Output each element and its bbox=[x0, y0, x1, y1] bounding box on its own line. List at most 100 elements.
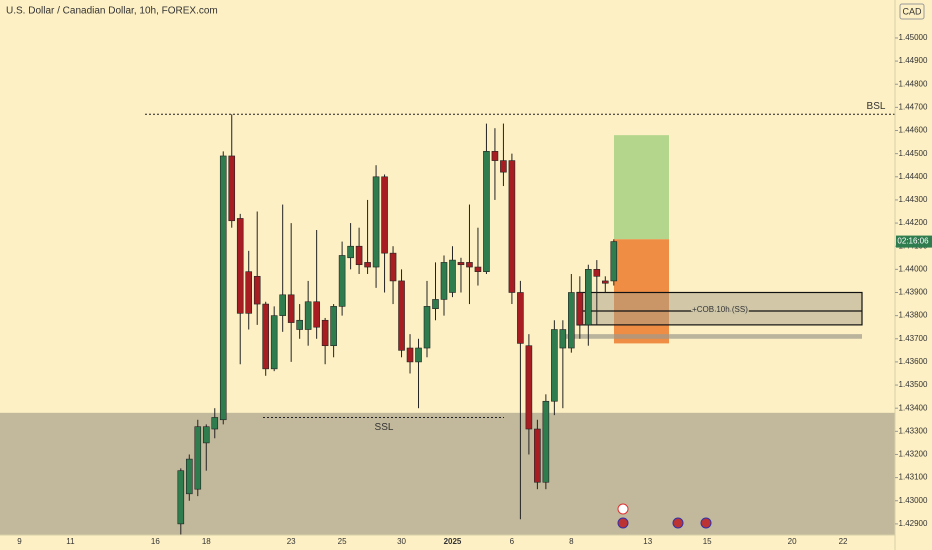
y-tick-label: 1.43100 bbox=[899, 473, 928, 482]
y-tick-label: 1.43800 bbox=[899, 311, 928, 320]
candle-body bbox=[423, 306, 431, 349]
candle-body bbox=[432, 299, 439, 309]
candle-body bbox=[508, 160, 516, 293]
candle-body bbox=[364, 262, 371, 268]
candle-body bbox=[304, 301, 312, 330]
x-tick-label: 16 bbox=[151, 537, 160, 546]
y-tick-label: 1.43200 bbox=[899, 450, 928, 459]
candle-body bbox=[389, 252, 397, 282]
price-tag bbox=[896, 235, 932, 248]
candle-body bbox=[415, 347, 422, 363]
x-tick-label: 20 bbox=[788, 537, 797, 546]
order-block-label: +COB 10h (SS) bbox=[692, 305, 748, 314]
candle-body bbox=[483, 151, 490, 272]
candle-body bbox=[347, 245, 354, 259]
pane: +COB 10h (SS) BSL SSL bbox=[0, 101, 895, 535]
candle-body bbox=[228, 155, 236, 222]
candle-body bbox=[551, 329, 558, 402]
x-tick-label: 6 bbox=[510, 537, 515, 546]
x-tick-label: 8 bbox=[569, 537, 574, 546]
currency-box[interactable] bbox=[899, 3, 925, 20]
candle-body bbox=[262, 303, 270, 370]
candle-body bbox=[542, 400, 550, 483]
y-tick-label: 1.43400 bbox=[899, 403, 928, 412]
candle-body bbox=[202, 426, 210, 444]
candle-body bbox=[245, 271, 253, 314]
y-tick-label: 1.44600 bbox=[899, 126, 928, 135]
candle-body bbox=[525, 345, 533, 430]
candle-body bbox=[500, 160, 507, 173]
event-icons bbox=[617, 503, 712, 529]
candle-body bbox=[585, 269, 592, 326]
y-tick-label: 1.44500 bbox=[899, 149, 928, 158]
y-tick-label: 1.42900 bbox=[899, 519, 928, 528]
x-tick-label: 22 bbox=[839, 537, 848, 546]
candle-body bbox=[211, 417, 219, 430]
y-tick-label: 1.44700 bbox=[899, 102, 928, 111]
y-tick-label: 1.44800 bbox=[899, 79, 928, 88]
candle-body bbox=[236, 218, 244, 314]
candle-body bbox=[330, 306, 337, 347]
candle-body bbox=[287, 294, 295, 323]
chart-title: U.S. Dollar / Canadian Dollar, 10h, FORE… bbox=[6, 6, 218, 17]
candle-body bbox=[185, 458, 193, 495]
order-block bbox=[576, 291, 863, 326]
y-tick-label: 1.43700 bbox=[899, 334, 928, 343]
candle-body bbox=[491, 151, 499, 161]
candle-body bbox=[559, 329, 567, 349]
y-tick-label: 1.44300 bbox=[899, 195, 928, 204]
candle-body bbox=[270, 315, 278, 370]
candle-body bbox=[517, 292, 524, 344]
y-tick-label: 1.43000 bbox=[899, 496, 928, 505]
candle-body bbox=[313, 301, 320, 328]
candle-body bbox=[610, 241, 618, 282]
x-tick-label: 23 bbox=[287, 537, 296, 546]
x-tick-label: 13 bbox=[643, 537, 652, 546]
candle-body bbox=[474, 266, 482, 272]
candle-body bbox=[177, 470, 185, 525]
candle-body bbox=[601, 280, 609, 284]
candle-body bbox=[449, 259, 456, 293]
y-tick-label: 1.43500 bbox=[899, 380, 928, 389]
stop-zone bbox=[614, 239, 669, 344]
y-tick-label: 1.44200 bbox=[899, 218, 928, 227]
countdown: 02:16:06 bbox=[897, 237, 929, 246]
demand-zone bbox=[0, 412, 895, 535]
candle-body bbox=[194, 426, 202, 490]
ssl-label: SSL bbox=[375, 422, 394, 433]
x-tick-label: 25 bbox=[338, 537, 347, 546]
candle-body bbox=[338, 255, 346, 307]
y-tick-label: 1.45000 bbox=[899, 33, 928, 42]
candle-body bbox=[440, 262, 448, 300]
x-tick-label: 18 bbox=[202, 537, 211, 546]
bsl-label: BSL bbox=[867, 101, 886, 112]
candle-body bbox=[381, 176, 388, 254]
y-tick-label: 1.44900 bbox=[899, 56, 928, 65]
candle-body bbox=[321, 319, 329, 347]
order-block-band bbox=[560, 334, 862, 339]
candle-body bbox=[372, 176, 380, 268]
x-tick-label: 9 bbox=[17, 537, 22, 546]
candle-body bbox=[457, 262, 465, 266]
x-tick-label: 30 bbox=[397, 537, 406, 546]
x-tick-label: 15 bbox=[703, 537, 712, 546]
candle-body bbox=[296, 319, 303, 330]
candle-body bbox=[398, 280, 405, 351]
y-tick-label: 1.44400 bbox=[899, 172, 928, 181]
candle-body bbox=[593, 269, 601, 277]
y-tick-label: 1.44000 bbox=[899, 264, 928, 273]
candle-body bbox=[534, 428, 541, 483]
x-tick-label: 11 bbox=[66, 537, 75, 546]
x-tick-label: 2025 bbox=[444, 537, 462, 546]
candle-body bbox=[219, 155, 227, 421]
y-tick-label: 1.43300 bbox=[899, 426, 928, 435]
y-tick-label: 1.43600 bbox=[899, 357, 928, 366]
candle-body bbox=[253, 275, 261, 305]
y-tick-label: 1.43900 bbox=[899, 288, 928, 297]
candle-body bbox=[466, 262, 473, 268]
candle-body bbox=[355, 245, 363, 266]
target-zone bbox=[614, 135, 669, 240]
candle-body bbox=[576, 292, 584, 326]
candle-body bbox=[406, 347, 414, 363]
